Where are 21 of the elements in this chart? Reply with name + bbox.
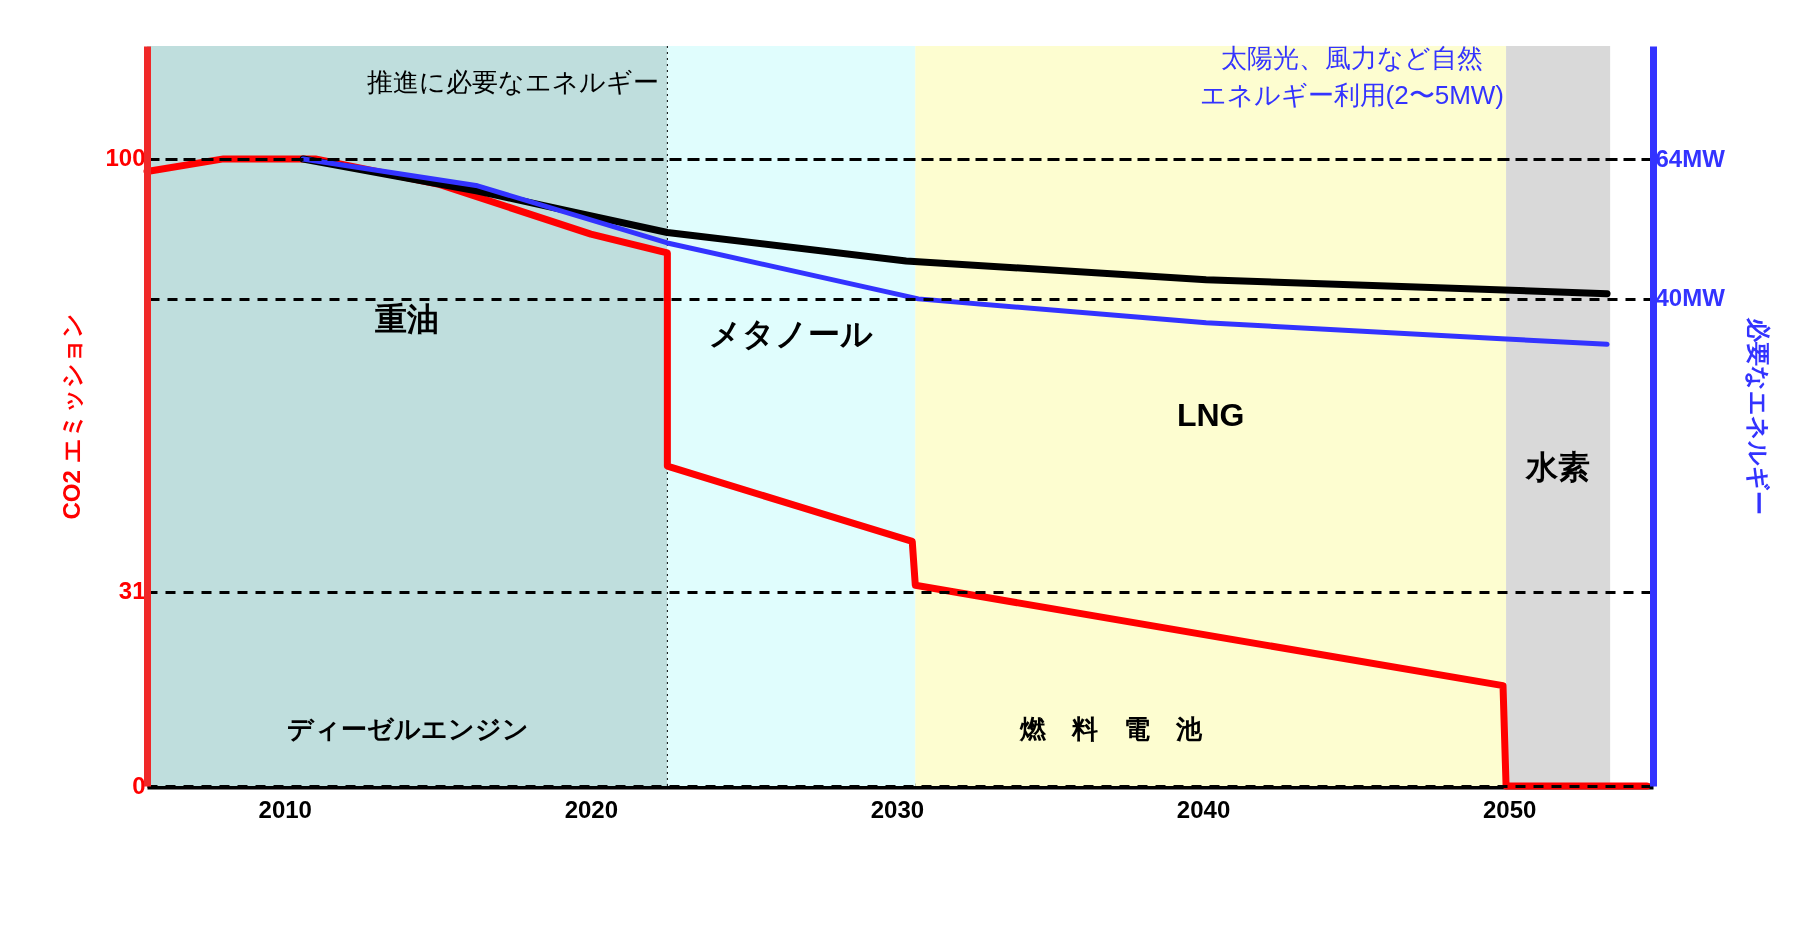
band-label: LNG: [1176, 397, 1245, 433]
band-label: メタノール: [709, 315, 874, 352]
y2-tick-label: 40MW: [1655, 284, 1726, 312]
y-axis-title: CO2 エミッション: [58, 313, 86, 520]
y2-axis-title: 必要なエネルギー: [1744, 317, 1772, 515]
x-tick-label: 2030: [870, 795, 925, 823]
band-label: 水素: [1525, 448, 1591, 485]
band-label: 重油: [375, 300, 440, 337]
x-tick-label: 2010: [258, 795, 312, 823]
y-tick-label: 100: [105, 144, 146, 172]
x-tick-label: 2020: [564, 795, 619, 823]
annotation: エネルギー利用(2〜5MW): [1199, 80, 1505, 111]
y-tick-label: 31: [118, 577, 146, 605]
y2-tick-label: 64MW: [1655, 144, 1726, 172]
x-tick-label: 2050: [1482, 795, 1537, 823]
x-tick-label: 2040: [1176, 795, 1231, 823]
annotation: 太陽光、風力など自然: [1220, 42, 1483, 73]
annotation: 燃 料 電 池: [1018, 713, 1203, 744]
y-tick-label: 0: [132, 771, 146, 799]
annotation: 推進に必要なエネルギー: [366, 67, 659, 97]
annotation: ディーゼルエンジン: [286, 713, 529, 744]
